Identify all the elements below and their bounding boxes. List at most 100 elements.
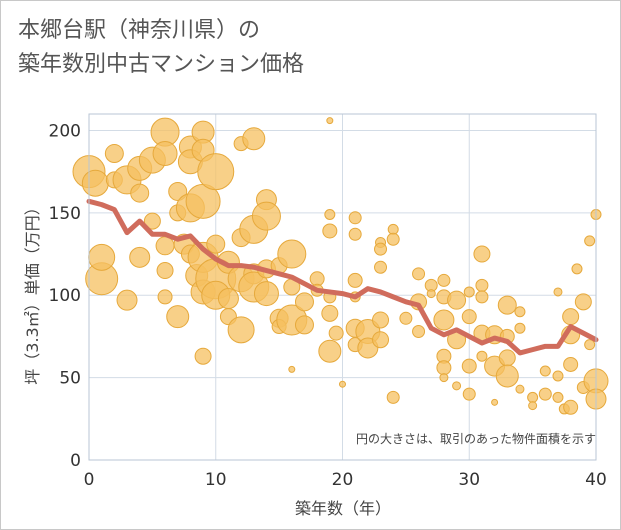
- bubble: [347, 272, 363, 288]
- bubble: [339, 380, 346, 388]
- bubble: [253, 281, 279, 307]
- bubble: [473, 245, 491, 263]
- chart-title: 本郷台駅（神奈川県）の 築年数別中古マンション価格: [18, 14, 304, 82]
- bubble: [498, 349, 516, 367]
- chart-title-line1: 本郷台駅（神奈川県）の: [18, 18, 261, 43]
- y-tick-label: 200: [49, 121, 81, 141]
- bubble: [318, 339, 342, 363]
- bubble: [328, 325, 344, 341]
- x-axis-label: 築年数（年）: [295, 499, 391, 518]
- average-line: [86, 198, 599, 356]
- bubble: [412, 267, 426, 281]
- bubble: [116, 289, 138, 311]
- bubble: [129, 246, 151, 268]
- bubble: [584, 339, 596, 351]
- x-tick-label: 40: [585, 470, 607, 490]
- bubble: [563, 399, 579, 415]
- bubble: [552, 391, 564, 403]
- x-tick-label: 30: [458, 470, 480, 490]
- y-tick-label: 0: [70, 451, 81, 471]
- bubble: [348, 227, 362, 241]
- bubble: [433, 309, 455, 331]
- bubble: [322, 223, 338, 239]
- y-tick-label: 150: [49, 204, 81, 224]
- bubble: [461, 358, 477, 374]
- bubble: [491, 398, 499, 406]
- bubble: [251, 201, 281, 231]
- bubble: [294, 315, 314, 335]
- bubble: [157, 289, 173, 305]
- bubble: [194, 347, 212, 365]
- bubble: [143, 212, 161, 230]
- bubble: [527, 391, 539, 403]
- bubble: [538, 387, 552, 401]
- bubble: [386, 390, 400, 404]
- bubble: [463, 286, 475, 298]
- chart-title-line2: 築年数別中古マンション価格: [18, 52, 305, 77]
- bubble: [497, 295, 517, 315]
- bubble: [374, 260, 388, 274]
- bubble: [155, 236, 175, 256]
- bubble: [156, 262, 174, 280]
- plot-border: [88, 113, 597, 461]
- bubble: [584, 235, 596, 247]
- bubble: [495, 364, 519, 388]
- x-tick-label: 10: [205, 470, 227, 490]
- bubble: [515, 384, 525, 394]
- bubble: [152, 141, 178, 167]
- bubble: [217, 288, 239, 310]
- bubble: [562, 308, 580, 326]
- bubble: [104, 144, 124, 164]
- bubble: [476, 350, 488, 362]
- bubble: [324, 209, 336, 221]
- bubble: [574, 293, 592, 311]
- bubble: [277, 239, 307, 269]
- bubble: [288, 365, 296, 373]
- bubble: [436, 360, 452, 376]
- bubble: [475, 290, 489, 304]
- bubble: [563, 356, 579, 372]
- bubble: [447, 290, 467, 310]
- bubble: [462, 387, 476, 401]
- bubble: [412, 324, 426, 338]
- y-tick-label: 50: [59, 369, 81, 389]
- bubble: [552, 370, 564, 382]
- bubble: [166, 305, 190, 329]
- bubble: [326, 117, 334, 125]
- bubble: [452, 381, 462, 391]
- x-tick-label: 0: [84, 470, 95, 490]
- y-tick-label: 100: [49, 286, 81, 306]
- bubble: [348, 211, 362, 225]
- bubble: [475, 278, 489, 292]
- bubble: [372, 311, 390, 329]
- bubble: [439, 373, 449, 383]
- bubble: [81, 169, 109, 197]
- bubble-size-note: 円の大きさは、取引のあった物件面積を示す: [356, 431, 596, 446]
- x-tick-label: 20: [332, 470, 354, 490]
- bubble: [571, 263, 583, 275]
- bubble: [374, 242, 388, 256]
- bubble: [514, 322, 526, 334]
- bubble: [88, 243, 116, 271]
- bubble: [321, 304, 339, 322]
- bubble: [437, 273, 451, 287]
- bubble: [514, 306, 526, 318]
- bubble: [197, 153, 235, 191]
- bubble: [294, 292, 314, 312]
- bubble: [309, 271, 325, 287]
- bubble: [386, 232, 400, 246]
- average-price-line: [86, 198, 599, 356]
- bubbles: [72, 117, 609, 415]
- y-axis-label: 坪（3.3㎡）単価（万円）: [23, 199, 42, 384]
- bubble: [528, 401, 538, 411]
- bubble: [372, 331, 390, 349]
- bubble: [206, 234, 226, 254]
- tick-labels: 0 10 20 30 40 0 50 100 150 200: [49, 121, 607, 490]
- bubble: [227, 316, 255, 344]
- bubble: [168, 181, 188, 201]
- bubble: [426, 289, 436, 299]
- bubble: [242, 127, 266, 151]
- bubble: [130, 183, 150, 203]
- bubble: [399, 311, 413, 325]
